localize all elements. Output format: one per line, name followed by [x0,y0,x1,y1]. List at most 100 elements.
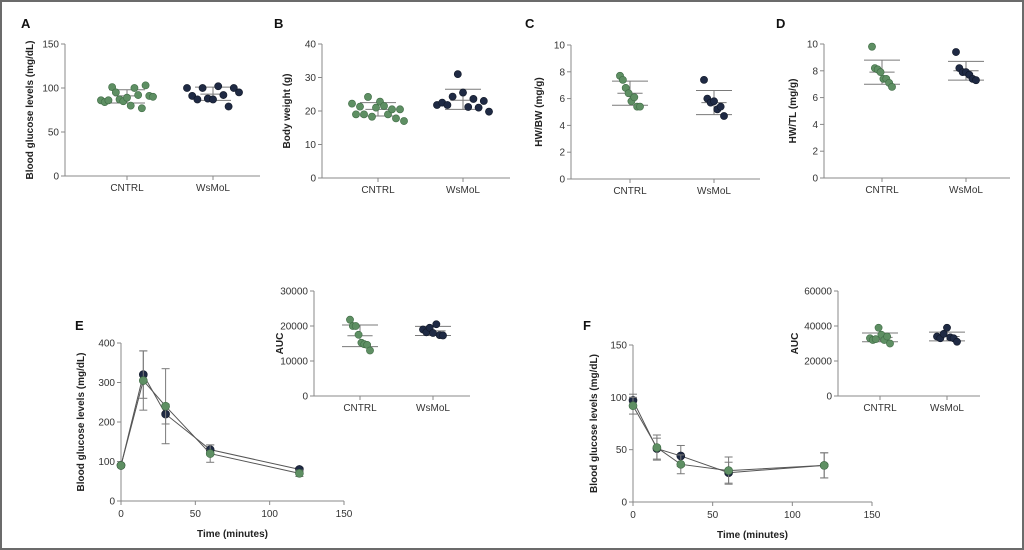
y-tick-label: 400 [98,339,115,350]
y-axis-title: Body weight (g) [282,74,293,149]
y-tick-label: 10 [305,140,317,151]
y-tick-label: 50 [48,128,60,139]
data-point-wsmol [235,88,243,97]
y-tick-label: 0 [559,175,565,186]
data-point-cntrl [295,469,304,478]
y-tick-label: 10 [807,40,819,51]
y-tick-label: 100 [98,457,115,468]
y-tick-label: 8 [559,67,565,78]
y-tick-label: 40000 [804,322,832,333]
data-point-wsmol [464,103,473,111]
data-point-cntrl [130,84,139,92]
data-point-cntrl [108,83,117,92]
y-tick-label: 6 [559,94,565,105]
x-category-label: WsMoL [949,185,983,196]
data-point-cntrl [886,339,894,348]
data-point-cntrl [111,88,120,97]
panel-label: E [75,318,84,333]
x-category-label: WsMoL [416,403,450,414]
data-point-cntrl [396,105,404,114]
x-tick-label: 100 [784,510,801,521]
data-point-cntrl [360,110,368,119]
y-tick-label: 10 [554,41,566,52]
y-axis-title: HW/BW (mg/g) [534,77,545,146]
data-point-cntrl [380,102,388,110]
data-point-wsmol [459,88,467,97]
y-tick-label: 30000 [280,287,308,298]
y-tick-label: 40 [305,40,317,51]
y-tick-label: 8 [812,66,818,77]
y-tick-label: 0 [310,174,316,185]
x-category-label: CNTRL [863,403,897,414]
data-point-wsmol [453,70,462,79]
y-axis-title: Blood glucose levels (mg/dL) [25,41,36,180]
y-axis-title: AUC [275,333,286,355]
x-tick-label: 50 [707,510,719,521]
y-tick-label: 0 [53,172,59,183]
y-tick-label: 20000 [804,357,832,368]
x-category-label: WsMoL [196,183,230,194]
data-point-wsmol [224,102,233,111]
y-tick-label: 10000 [280,357,308,368]
y-tick-label: 30 [305,73,317,84]
data-point-cntrl [819,461,829,470]
y-tick-label: 0 [109,497,115,508]
y-axis-title: Blood glucose levels (mg/dL) [76,353,87,492]
data-point-cntrl [636,102,644,111]
data-point-cntrl [137,104,146,113]
y-tick-label: 0 [621,498,627,509]
data-point-wsmol [219,91,228,99]
panel-label: A [21,16,31,31]
data-point-wsmol [474,103,483,112]
data-point-wsmol [193,95,202,104]
data-point-cntrl [368,112,376,121]
data-point-wsmol [214,82,223,91]
data-point-cntrl [652,443,662,452]
data-point-cntrl [205,449,215,458]
data-point-wsmol [469,95,478,103]
y-tick-label: 50 [616,445,628,456]
y-axis-title: AUC [790,333,801,355]
data-point-cntrl [352,110,360,119]
data-point-wsmol [952,48,960,56]
data-point-cntrl [876,68,885,77]
panel-label: F [583,318,591,333]
data-point-wsmol [432,320,441,329]
data-point-wsmol [439,331,447,340]
data-point-cntrl [392,114,400,123]
data-point-cntrl [384,110,392,119]
data-point-cntrl [351,322,360,330]
y-tick-label: 0 [302,392,308,403]
data-point-wsmol [209,95,217,104]
data-point-cntrl [388,105,396,114]
data-point-cntrl [348,99,356,108]
x-tick-label: 150 [864,510,881,521]
y-tick-label: 6 [812,93,818,104]
data-point-wsmol [479,97,488,105]
data-point-cntrl [372,103,380,112]
x-category-label: WsMoL [697,186,731,197]
y-tick-label: 200 [98,418,115,429]
data-point-wsmol [448,92,457,101]
data-point-wsmol [700,75,708,84]
panel-label: C [525,16,535,31]
data-point-wsmol [183,84,191,92]
y-tick-label: 2 [812,147,818,158]
x-category-label: CNTRL [343,403,377,414]
data-point-cntrl [888,82,896,91]
y-tick-label: 4 [559,121,565,132]
data-point-wsmol [485,107,493,116]
x-category-label: CNTRL [110,183,144,194]
data-point-cntrl [104,96,113,105]
y-axis-title: Blood glucose levels (mg/dL) [589,354,600,493]
data-point-cntrl [123,93,131,102]
data-point-wsmol [198,84,207,92]
x-tick-label: 100 [261,509,278,520]
data-point-cntrl [149,92,157,101]
data-point-wsmol [443,101,452,109]
y-tick-label: 20 [305,107,317,118]
y-tick-label: 150 [610,341,627,352]
x-tick-label: 0 [630,510,636,521]
